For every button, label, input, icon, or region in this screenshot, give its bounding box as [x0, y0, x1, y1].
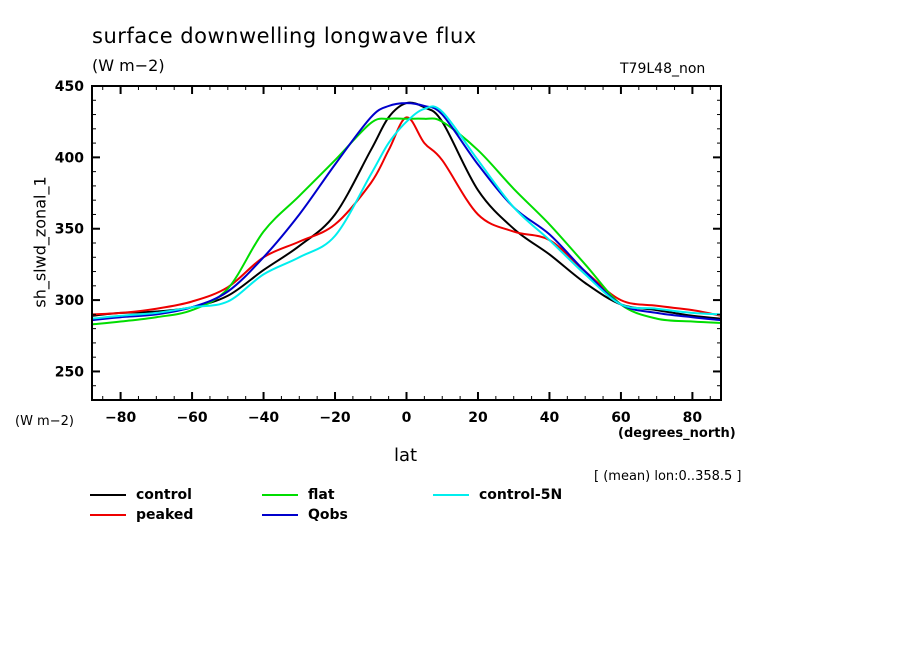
legend-swatch: [90, 494, 126, 496]
x-tick-label: 60: [611, 410, 631, 426]
legend-label: peaked: [136, 507, 194, 523]
legend-item-qobs: Qobs: [262, 507, 348, 523]
series-line-qobs: [91, 102, 722, 322]
legend-label: flat: [308, 487, 335, 503]
legend-label: control: [136, 487, 192, 503]
x-tick-label: 40: [540, 410, 560, 426]
x-tick-label: −60: [176, 410, 207, 426]
y-tick-label: 400: [55, 150, 84, 166]
x-axis-units: (degrees_north): [618, 426, 736, 441]
y-tick-label: 350: [55, 222, 84, 238]
series-line-peaked: [91, 116, 722, 317]
legend-label: control-5N: [479, 487, 563, 503]
legend-swatch: [90, 514, 126, 516]
legend-item-control-5n: control-5N: [433, 487, 562, 503]
series-line-flat: [91, 117, 722, 326]
x-tick-label: 0: [402, 410, 412, 426]
x-tick-label: −40: [248, 410, 279, 426]
y-axis-units: (W m−2): [15, 414, 74, 429]
plot-frame: [91, 85, 722, 401]
x-tick-label: −20: [319, 410, 350, 426]
legend-swatch: [262, 494, 298, 496]
axis-layer: −80 −60 −40 −20 0 20 40 60 80 250 300 350 400 450: [55, 79, 722, 426]
series-layer: [91, 101, 722, 326]
x-tick-label: −80: [105, 410, 136, 426]
chart-title: surface downwelling longwave flux: [92, 24, 477, 48]
run-label: T79L48_non: [620, 61, 706, 77]
series-line-control: [91, 101, 722, 320]
legend: control peaked flat Qobs control-5N: [90, 487, 590, 527]
y-tick-label: 250: [55, 364, 84, 380]
region-note: [ (mean) lon:0..358.5 ]: [594, 469, 742, 484]
series-line-control-5n: [91, 105, 722, 320]
legend-item-flat: flat: [262, 487, 335, 503]
y-tick-label: 450: [55, 79, 84, 95]
x-tick-label: 20: [468, 410, 488, 426]
chart-units: (W m−2): [92, 56, 165, 75]
legend-item-peaked: peaked: [90, 507, 193, 523]
x-axis-label: lat: [394, 445, 418, 466]
y-tick-label: 300: [55, 293, 84, 309]
legend-item-control: control: [90, 487, 192, 503]
legend-swatch: [433, 494, 469, 496]
legend-swatch: [262, 514, 298, 516]
x-tick-label: 80: [683, 410, 703, 426]
legend-label: Qobs: [308, 507, 348, 523]
